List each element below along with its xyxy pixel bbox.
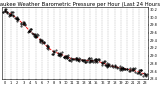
Title: Milwaukee Weather Barometric Pressure per Hour (Last 24 Hours): Milwaukee Weather Barometric Pressure pe…	[0, 2, 160, 7]
